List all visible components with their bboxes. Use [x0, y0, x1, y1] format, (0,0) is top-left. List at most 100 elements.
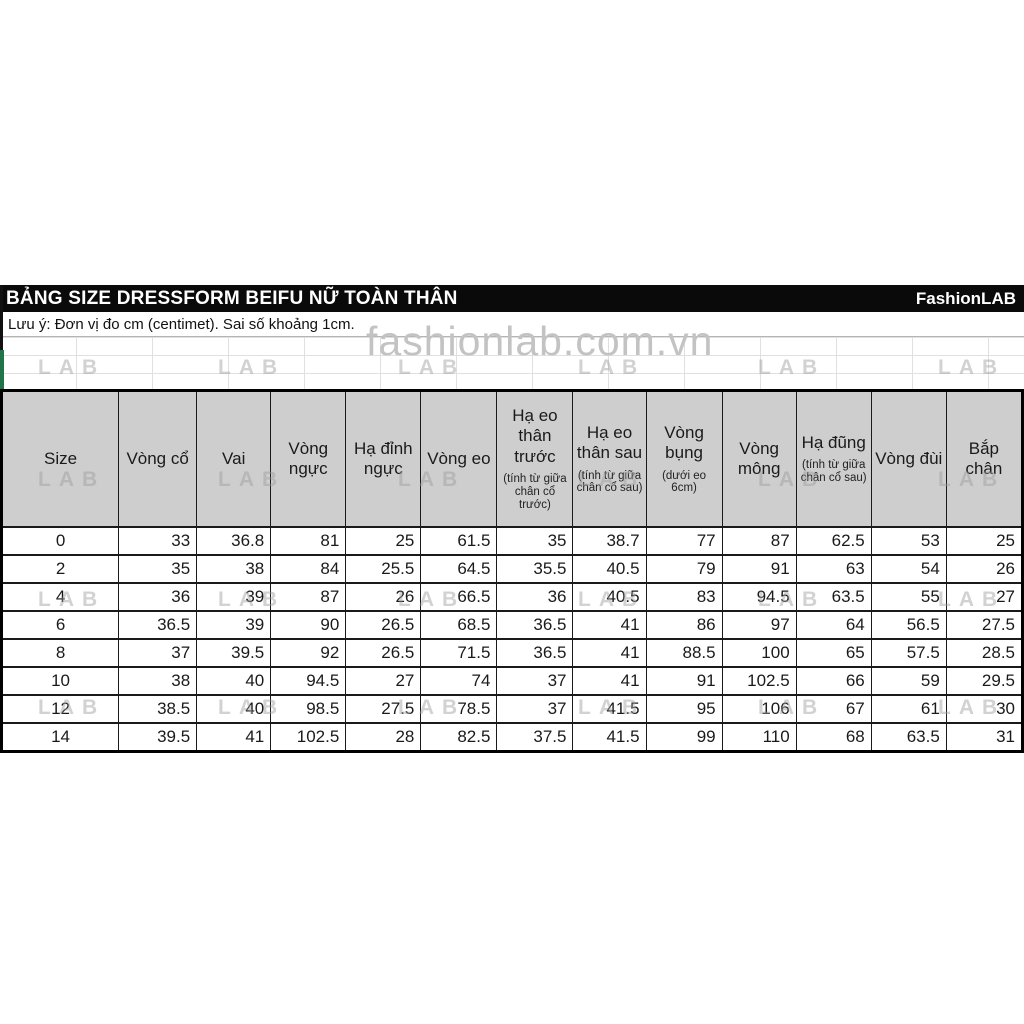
value-cell: 61: [870, 694, 947, 724]
value-cell: 54: [870, 554, 947, 584]
value-cell: 102.5: [721, 666, 797, 696]
value-cell: 63: [795, 554, 872, 584]
value-cell: 39.5: [196, 638, 272, 668]
page-title: BẢNG SIZE DRESSFORM BEIFU NỮ TOÀN THÂN: [6, 287, 458, 309]
column-header-0: Size: [0, 389, 120, 528]
table-row: 2 35 38 84 25.5 64.5 35.5 40.5 79 91 63 54 26: [0, 554, 1024, 584]
value-cell: 41: [572, 638, 647, 668]
value-cell: 25: [345, 526, 422, 556]
value-cell: 37: [118, 638, 198, 668]
size-cell: 6: [0, 610, 120, 640]
column-label: Hạ eo thân sau: [576, 422, 643, 463]
value-cell: 40.5: [572, 554, 647, 584]
value-cell: 91: [721, 554, 797, 584]
value-cell: 36: [118, 582, 198, 612]
value-cell: 25: [945, 526, 1024, 556]
column-header-9: Vòng mông: [721, 389, 797, 528]
value-cell: 39.5: [118, 722, 198, 753]
size-cell: 10: [0, 666, 120, 696]
column-header-3: Vòng ngực: [270, 389, 347, 528]
value-cell: 26: [345, 582, 422, 612]
value-cell: 94.5: [721, 582, 797, 612]
value-cell: 27.5: [345, 694, 422, 724]
column-label: Vòng bụng: [664, 422, 704, 463]
value-cell: 36.5: [496, 638, 574, 668]
value-cell: 35: [118, 554, 198, 584]
column-header-7: Hạ eo thân sau (tính từ giữa chân cổ sau): [572, 389, 647, 528]
column-label: Size: [44, 448, 78, 468]
column-header-11: Vòng đùi: [870, 389, 947, 528]
table-row: 0 33 36.8 81 25 61.5 35 38.7 77 87 62.5 53 25: [0, 526, 1024, 556]
note-row: Lưu ý: Đơn vị đo cm (centimet). Sai số k…: [0, 312, 1024, 337]
column-subnote: (tính từ giữa chân cổ sau): [576, 469, 643, 495]
table-row: 8 37 39.5 92 26.5 71.5 36.5 41 88.5 100 65 57.5 28.5: [0, 638, 1024, 668]
value-cell: 37: [496, 694, 574, 724]
value-cell: 82.5: [420, 722, 498, 753]
value-cell: 64.5: [420, 554, 498, 584]
size-cell: 8: [0, 638, 120, 668]
value-cell: 79: [645, 554, 723, 584]
value-cell: 95: [645, 694, 723, 724]
value-cell: 33: [118, 526, 198, 556]
value-cell: 86: [645, 610, 723, 640]
value-cell: 57.5: [870, 638, 947, 668]
value-cell: 30: [945, 694, 1024, 724]
column-subnote: (tính từ giữa chân cổ sau): [800, 459, 867, 485]
value-cell: 68: [795, 722, 872, 753]
column-header-6: Hạ eo thân trước (tính từ giữa chân cổ tr…: [496, 389, 574, 528]
value-cell: 37: [496, 666, 574, 696]
value-cell: 63.5: [795, 582, 872, 612]
value-cell: 41: [572, 666, 647, 696]
value-cell: 25.5: [345, 554, 422, 584]
column-label: Vòng mông: [737, 438, 781, 478]
value-cell: 35.5: [496, 554, 574, 584]
value-cell: 36.5: [496, 610, 574, 640]
value-cell: 66: [795, 666, 872, 696]
value-cell: 94.5: [270, 666, 347, 696]
value-cell: 41.5: [572, 722, 647, 753]
value-cell: 99: [645, 722, 723, 753]
table-row: 4 36 39 87 26 66.5 36 40.5 83 94.5 63.5 55 27: [0, 582, 1024, 612]
value-cell: 88.5: [645, 638, 723, 668]
column-label: Hạ đỉnh ngực: [354, 438, 413, 478]
column-label: Vòng đùi: [875, 448, 943, 468]
column-header-4: Hạ đỉnh ngực: [345, 389, 422, 528]
value-cell: 36.5: [118, 610, 198, 640]
column-label: Hạ đũng: [801, 432, 866, 452]
table-row: 10 38 40 94.5 27 74 37 41 91 102.5 66 59 29.5: [0, 666, 1024, 696]
value-cell: 100: [721, 638, 797, 668]
value-cell: 74: [420, 666, 498, 696]
column-label: Vòng cổ: [126, 448, 189, 468]
value-cell: 61.5: [420, 526, 498, 556]
value-cell: 87: [270, 582, 347, 612]
value-cell: 55: [870, 582, 947, 612]
column-subnote: (tính từ giữa chân cổ trước): [503, 473, 567, 512]
green-accent-strip: [0, 350, 4, 392]
value-cell: 63.5: [870, 722, 947, 753]
value-cell: 84: [270, 554, 347, 584]
size-table: Size Vòng cổ Vai Vòng ngực Hạ đỉnh ngực Vòng …: [0, 389, 1024, 753]
value-cell: 26.5: [345, 638, 422, 668]
size-cell: 12: [0, 694, 120, 724]
value-cell: 28: [345, 722, 422, 753]
value-cell: 38.7: [572, 526, 647, 556]
value-cell: 65: [795, 638, 872, 668]
column-header-12: Bắp chân: [945, 389, 1024, 528]
value-cell: 26: [945, 554, 1024, 584]
value-cell: 56.5: [870, 610, 947, 640]
value-cell: 77: [645, 526, 723, 556]
column-label: Bắp chân: [965, 438, 1003, 478]
value-cell: 37.5: [496, 722, 574, 753]
value-cell: 38.5: [118, 694, 198, 724]
value-cell: 98.5: [270, 694, 347, 724]
table-header-row: Size Vòng cổ Vai Vòng ngực Hạ đỉnh ngực Vòng …: [0, 389, 1024, 528]
value-cell: 31: [945, 722, 1024, 753]
value-cell: 41: [196, 722, 272, 753]
value-cell: 29.5: [945, 666, 1024, 696]
column-label: Vai: [222, 448, 246, 468]
value-cell: 35: [496, 526, 574, 556]
value-cell: 110: [721, 722, 797, 753]
size-cell: 14: [0, 722, 120, 753]
note-text: Lưu ý: Đơn vị đo cm (centimet). Sai số k…: [8, 315, 355, 333]
value-cell: 40: [196, 694, 272, 724]
